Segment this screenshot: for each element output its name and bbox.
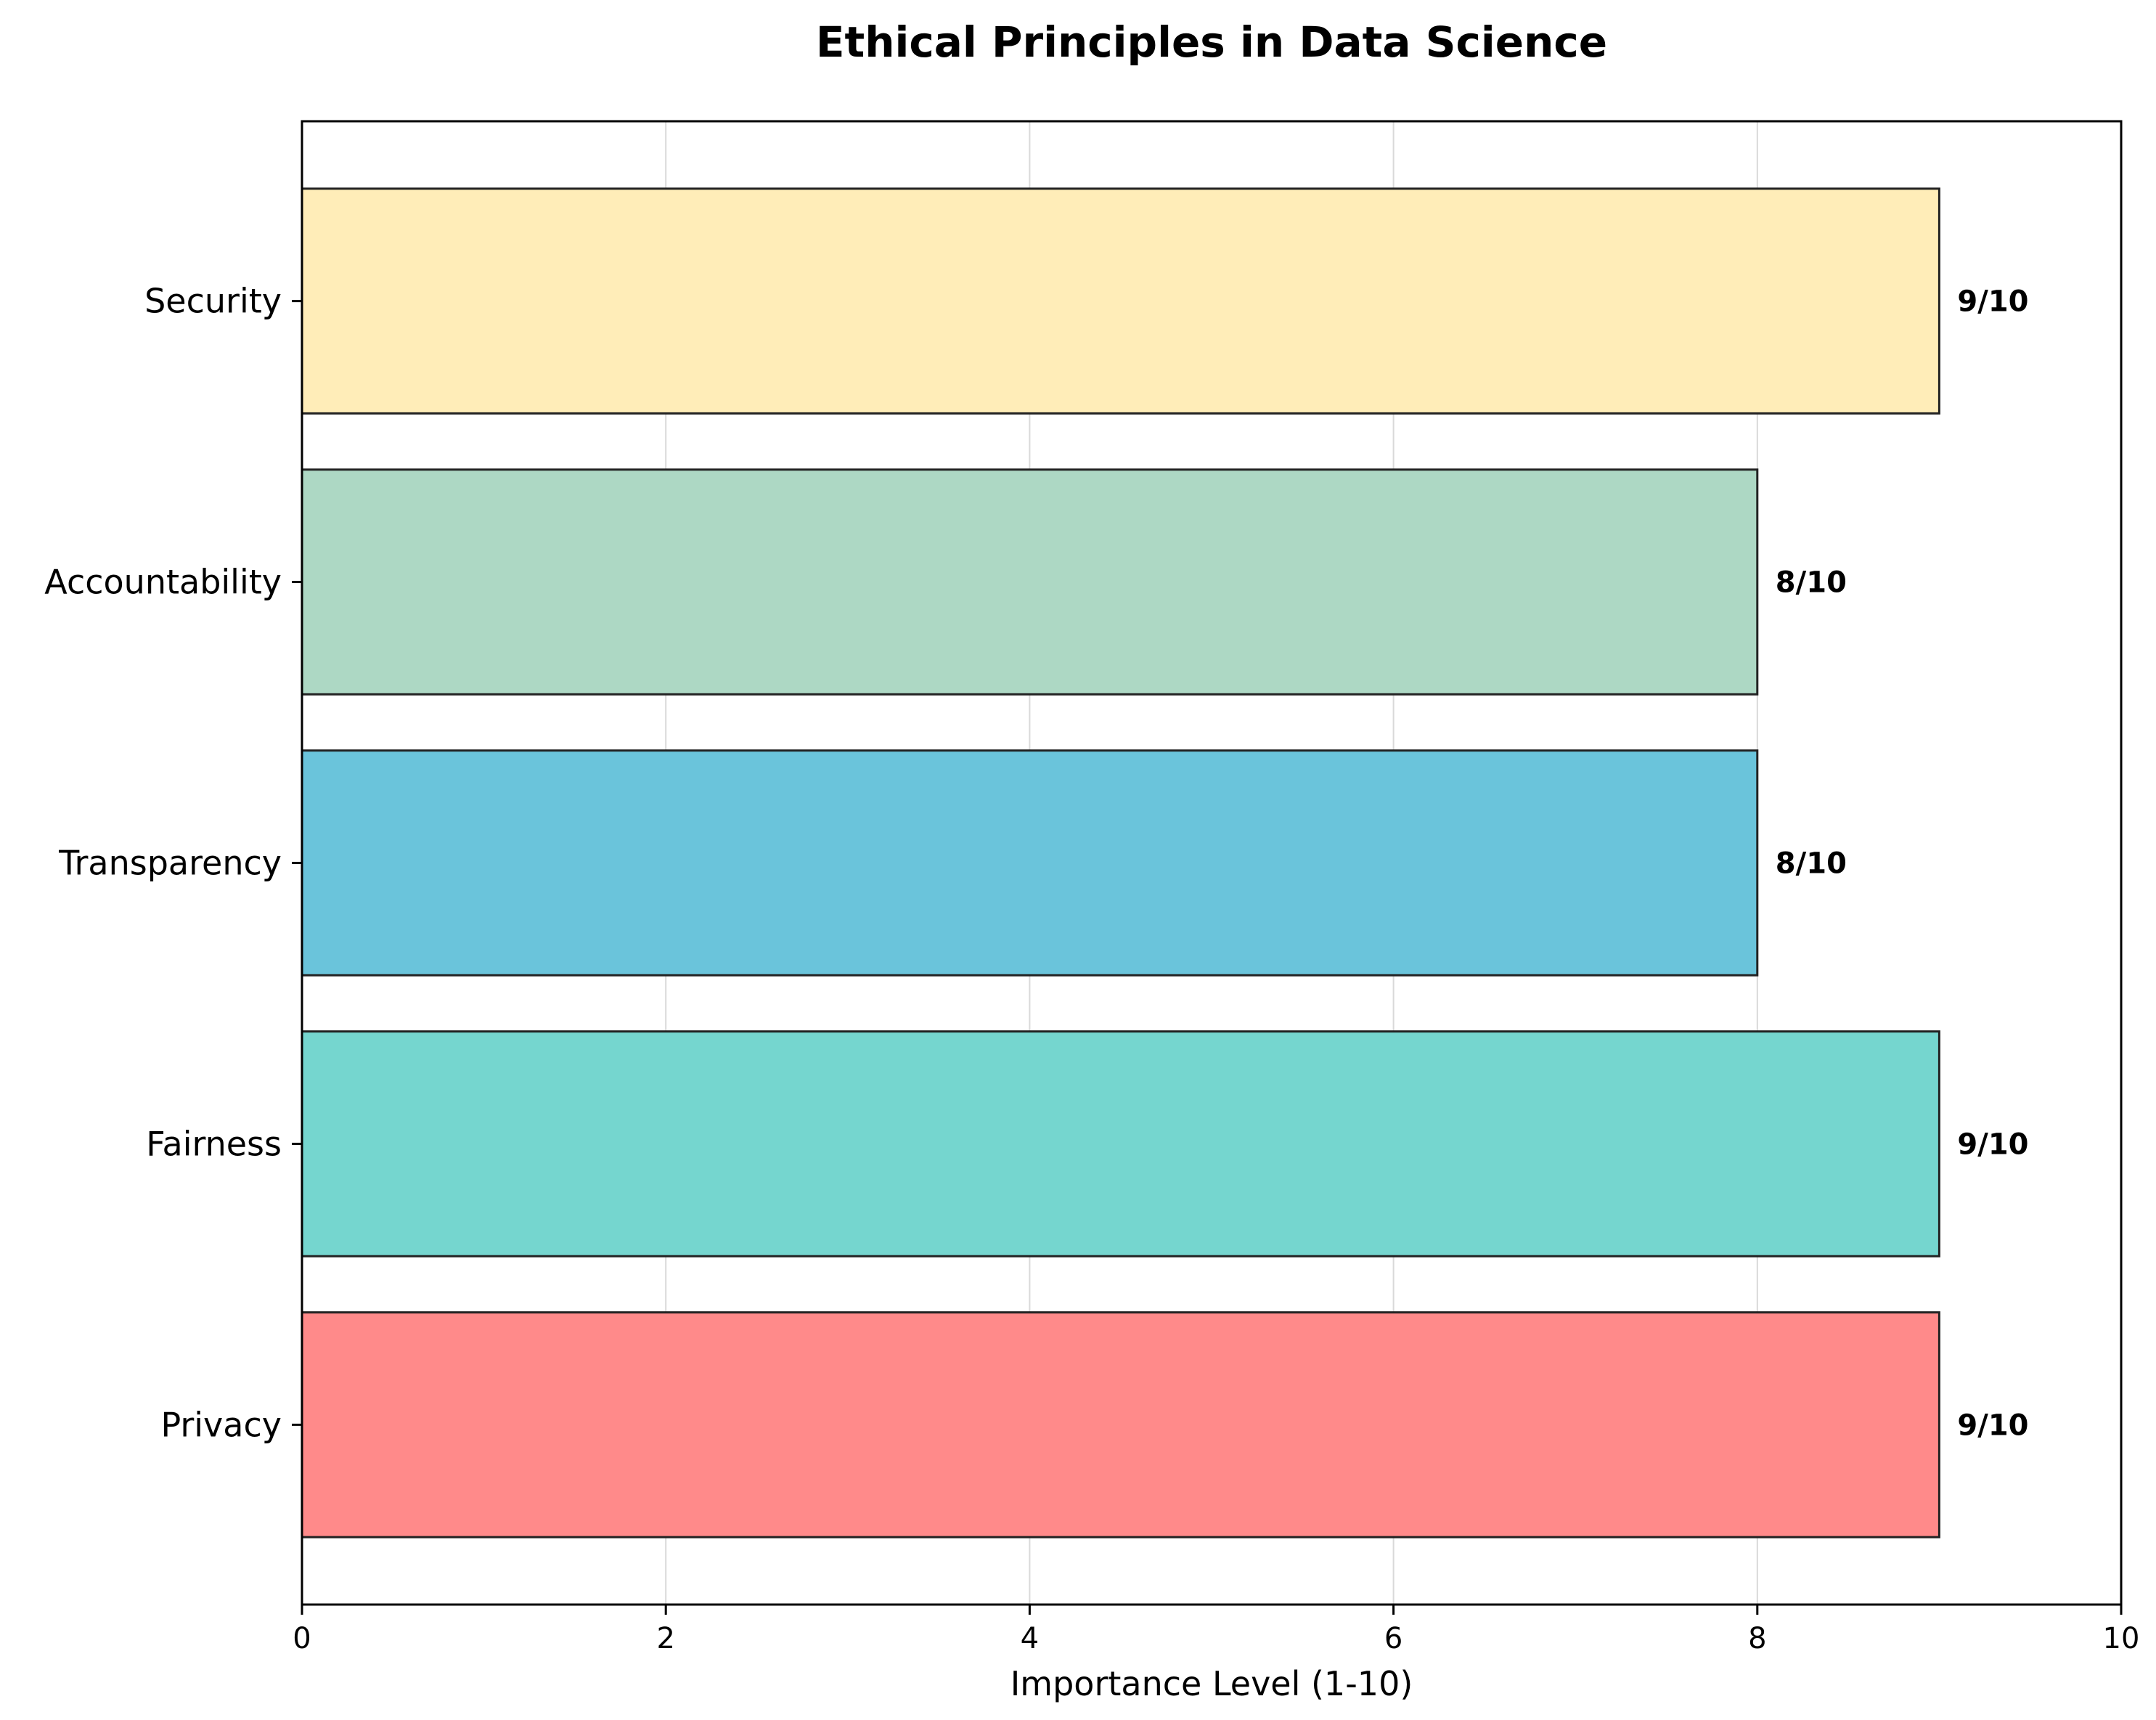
x-tick-label: 6 [1384, 1622, 1402, 1655]
chart-title: Ethical Principles in Data Science [816, 17, 1607, 67]
data-label: 8/10 [1776, 847, 1847, 881]
x-axis: 0 2 4 6 8 10 [293, 1605, 2139, 1655]
data-label: 8/10 [1776, 566, 1847, 600]
bar-security [301, 187, 1940, 415]
x-tick-label: 10 [2103, 1622, 2140, 1655]
data-label: 9/10 [1957, 285, 2028, 319]
y-tick-label: Accountability [44, 563, 282, 602]
y-tick-label: Fairness [146, 1124, 282, 1163]
bar-privacy [301, 1311, 1940, 1538]
data-label: 9/10 [1957, 1128, 2028, 1161]
bar-accountability [301, 468, 1759, 696]
x-tick-label: 8 [1748, 1622, 1766, 1655]
data-label: 9/10 [1957, 1409, 2028, 1442]
y-tick-label: Security [144, 282, 282, 321]
x-tick-label: 2 [656, 1622, 674, 1655]
bar-fairness [301, 1030, 1940, 1258]
y-tick-label: Privacy [160, 1405, 282, 1444]
x-tick-label: 0 [293, 1622, 311, 1655]
x-axis-title: Importance Level (1-10) [1010, 1664, 1413, 1703]
bar-transparency [301, 749, 1759, 977]
data-labels: 9/10 9/10 8/10 8/10 9/10 [1776, 285, 2029, 1443]
bars [301, 187, 1940, 1538]
x-tick-label: 4 [1021, 1622, 1039, 1655]
y-tick-label: Transparency [58, 844, 282, 883]
y-axis: Privacy Fairness Transparency Accountabilit… [44, 282, 302, 1444]
